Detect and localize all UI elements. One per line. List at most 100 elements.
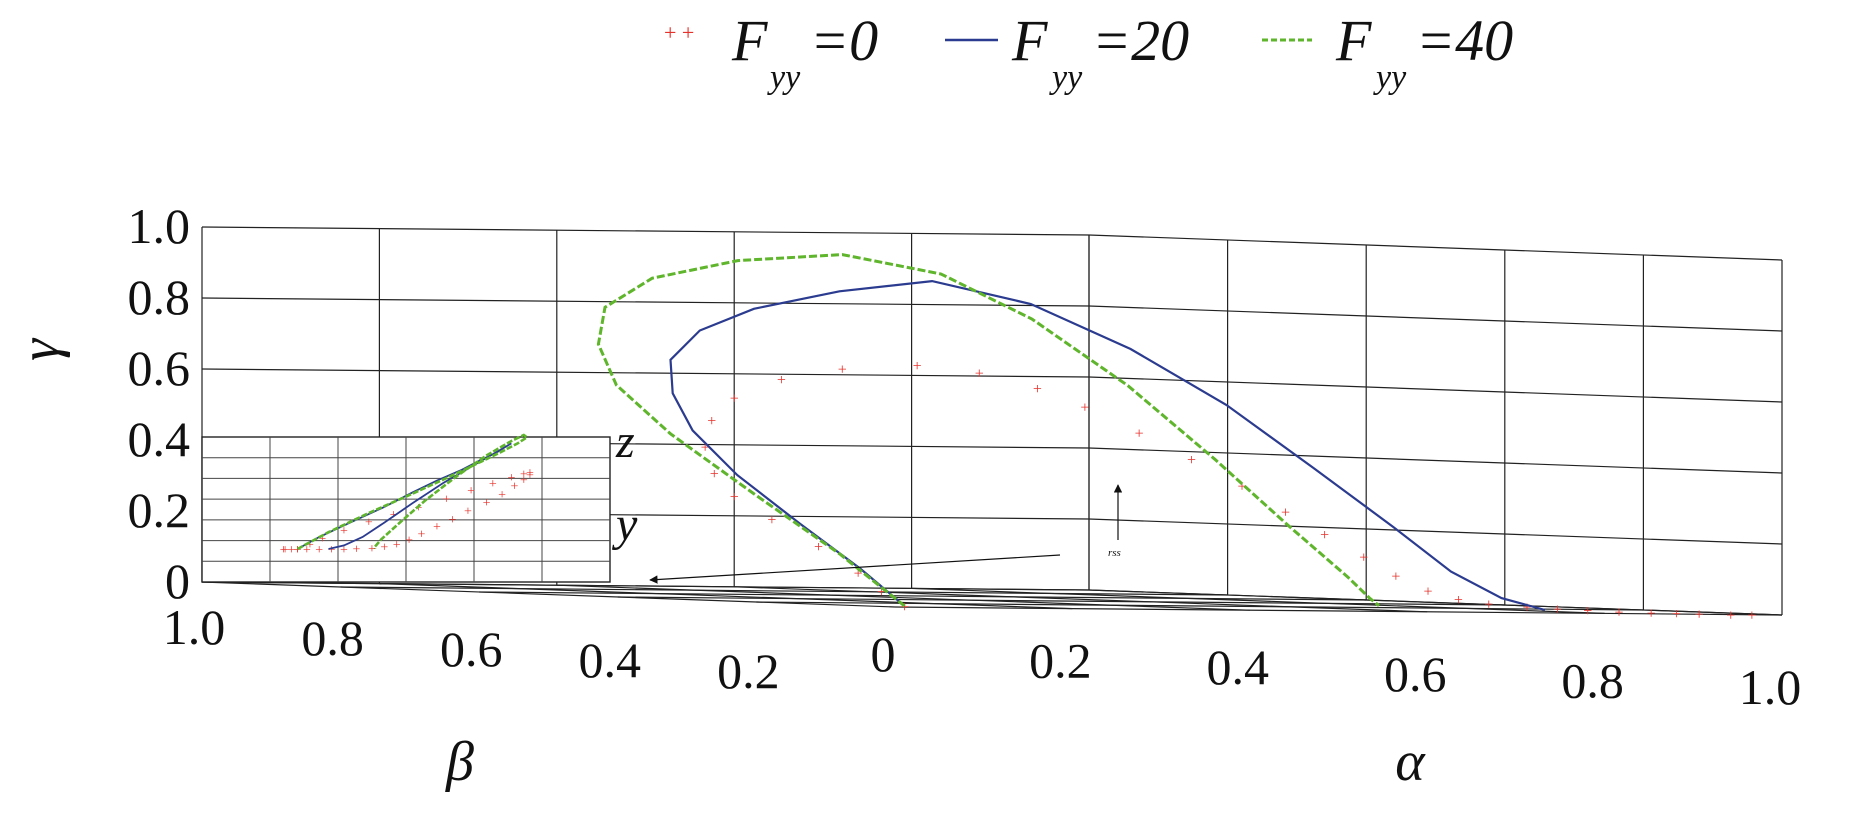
axis-ticks: 00.20.40.60.81.00 0.2 0.4 0.6 0.8 1.01.0 0.8 0.…	[128, 198, 1802, 715]
data-point-plus: +	[730, 391, 739, 408]
inset-data-point-plus: +	[287, 543, 295, 558]
inset-data-point-plus: +	[280, 543, 288, 558]
x-tick-label: 0.8	[1561, 652, 1624, 708]
legend-label-suffix: =0	[810, 8, 878, 73]
data-point-plus: +	[1553, 602, 1562, 619]
data-point-plus: +	[1454, 592, 1463, 609]
side-wall-gridline	[1088, 234, 1783, 261]
series-layer: + + + + + + + + + + + + + + + + + + + + + + + + + + + + + + + + + + +	[596, 253, 1756, 625]
legend-label-prefix: F	[1335, 8, 1372, 73]
data-point-plus: +	[1281, 504, 1290, 521]
x-tick-label: 1.0	[1739, 659, 1802, 715]
floor-gridline	[556, 584, 1250, 611]
inset-data-point-plus: +	[511, 479, 519, 494]
data-point-plus: +	[730, 489, 739, 506]
inset-data-point-plus: +	[303, 543, 311, 558]
legend-label-suffix: =40	[1416, 8, 1513, 73]
z-tick-label: 0	[165, 553, 190, 609]
floor-gridline	[617, 596, 1505, 606]
data-point-plus: +	[701, 439, 710, 456]
data-point-plus: +	[1320, 527, 1329, 544]
legend-item-fyy-0: + + F yy =0	[664, 8, 878, 96]
data-point-plus: +	[854, 565, 863, 582]
back-wall-gridline	[201, 368, 1090, 378]
floor-gridline	[379, 583, 1073, 610]
inset-data-point-plus: +	[483, 496, 491, 511]
x-tick-label: 0.6	[1384, 646, 1447, 702]
data-point-plus: +	[900, 599, 909, 616]
legend-label-suffix: =20	[1092, 8, 1189, 73]
inset-data-point-plus: +	[449, 513, 457, 528]
inset-data-point-plus: +	[340, 543, 348, 558]
legend-label-sub: yy	[767, 59, 801, 96]
inset-data-point-plus: +	[526, 469, 534, 484]
inset-axis-label-z: z	[615, 415, 635, 468]
floor-gridline	[1088, 589, 1783, 616]
data-point-plus: +	[1080, 400, 1089, 417]
data-point-plus: +	[975, 366, 984, 383]
side-wall-gridline	[1088, 305, 1783, 332]
arrow-to-inset	[649, 554, 1061, 584]
data-point-plus: +	[1424, 584, 1433, 601]
data-point-plus: +	[1484, 596, 1493, 613]
data-point-plus: +	[1238, 478, 1247, 495]
data-point-plus: +	[707, 413, 716, 430]
x-tick-label: 0.2	[1029, 633, 1092, 689]
inset-data-point-plus: +	[380, 541, 388, 556]
y-tick-label: 0.2	[717, 643, 780, 699]
data-point-plus: +	[1695, 607, 1704, 624]
legend-item-fyy-20: F yy =20	[945, 8, 1189, 96]
z-tick-label: 0.8	[128, 269, 191, 325]
inset-data-point-plus: +	[520, 473, 528, 488]
data-point-plus: +	[777, 372, 786, 389]
floor-gridline	[479, 591, 1367, 601]
y-tick-label: 0.8	[301, 610, 364, 666]
inset-data-point-plus: +	[318, 532, 326, 547]
data-point-plus: +	[1672, 606, 1681, 623]
inset-data-point-plus: +	[294, 543, 302, 558]
inset-axis-label-y: y	[611, 498, 638, 551]
floor-gridline	[734, 586, 1428, 613]
inset-data-point-plus: +	[433, 520, 441, 535]
legend-label-prefix: F	[731, 8, 768, 73]
inset-data-point-plus: +	[352, 542, 360, 557]
inset-data-point-plus: +	[442, 493, 450, 508]
x-tick-label: 0.4	[1207, 639, 1270, 695]
chart-legend: + + F yy =0 F yy =20 F yy =40	[664, 8, 1513, 96]
data-point-plus: +	[1522, 599, 1531, 616]
legend-label-prefix: F	[1011, 8, 1048, 73]
series-line	[596, 253, 1380, 608]
data-point-plus: +	[838, 361, 847, 378]
inset-data-point-plus: +	[498, 488, 506, 503]
floor-gridline	[340, 586, 1228, 596]
x-tick-label: 0	[871, 626, 896, 682]
data-point-plus: +	[1187, 452, 1196, 469]
inset-data-point-plus: +	[368, 542, 376, 557]
inset-data-point-plus: +	[315, 543, 323, 558]
data-point-plus: +	[1647, 605, 1656, 622]
inset-data-point-plus: +	[414, 501, 422, 516]
data-point-plus: +	[1726, 607, 1735, 624]
legend-item-fyy-40: F yy =40	[1262, 8, 1513, 96]
z-tick-label: 0.6	[128, 340, 191, 396]
box-grid	[201, 226, 1783, 616]
floor-gridline	[911, 587, 1605, 614]
data-point-plus: +	[1033, 381, 1042, 398]
inset-data-point-plus: +	[365, 515, 373, 530]
data-point-plus: +	[814, 539, 823, 556]
back-wall-gridline	[201, 226, 1090, 236]
axis-label-beta: β	[445, 731, 474, 793]
inset-data-point-plus: +	[405, 533, 413, 548]
inset-data-point-plus: +	[489, 477, 497, 492]
inset-data-point-plus: +	[281, 543, 289, 558]
axis-label-gamma: γ	[9, 337, 71, 361]
z-tick-label: 0.4	[128, 411, 191, 467]
inset-data-point-plus: +	[328, 543, 336, 558]
data-point-plus: +	[1135, 426, 1144, 443]
floor-gridline	[756, 601, 1644, 611]
data-point-plus: +	[767, 512, 776, 529]
floor-gridline	[201, 581, 1090, 591]
inset-data-point-plus: +	[340, 524, 348, 539]
inset-data-point-plus: +	[507, 471, 515, 486]
